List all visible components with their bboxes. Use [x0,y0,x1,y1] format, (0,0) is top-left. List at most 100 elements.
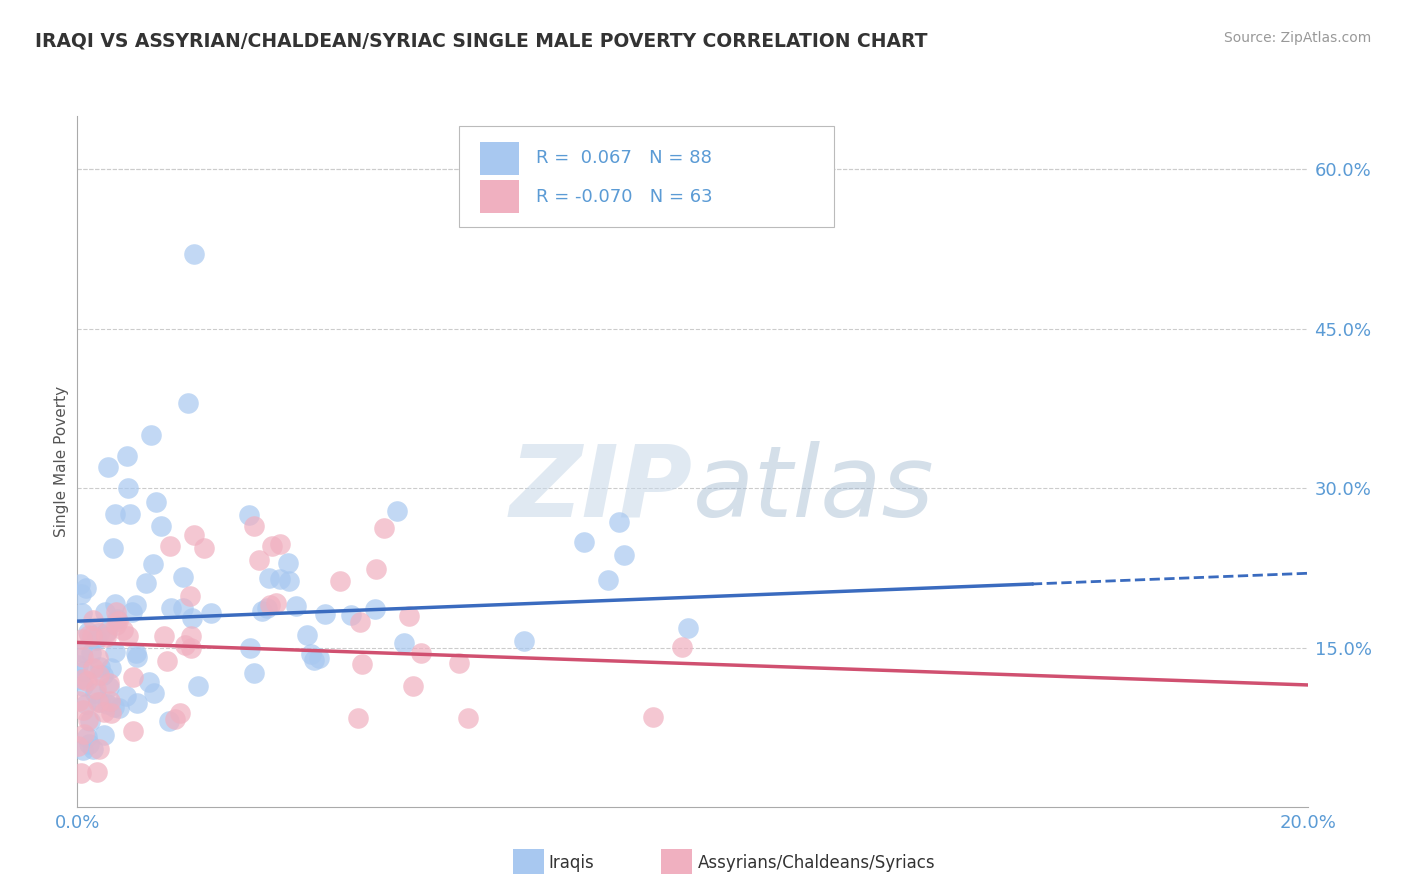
Point [97,459,120,474]
Point [352,657,374,671]
Point [295,628,318,642]
Point [101,541,124,555]
Point [100,661,122,675]
Point [150,519,173,533]
Point [187,679,209,693]
Point [69,577,91,591]
Point [72,679,94,693]
Point [676,621,699,635]
Point [76,624,98,639]
Point [77,628,100,642]
Point [94,605,117,619]
Point [259,598,281,612]
Point [277,574,299,588]
Point [93,728,115,742]
Point [89,660,111,674]
Point [104,597,127,611]
Point [340,607,363,622]
Y-axis label: Single Male Poverty: Single Male Poverty [53,386,69,537]
Point [398,608,420,623]
Point [70,632,93,647]
Point [169,706,191,721]
Point [449,656,471,670]
Point [73,664,96,678]
Point [329,574,352,589]
Text: Assyrians/Chaldeans/Syriacs: Assyrians/Chaldeans/Syriacs [697,854,935,871]
Point [277,557,299,571]
Text: IRAQI VS ASSYRIAN/CHALDEAN/SYRIAC SINGLE MALE POVERTY CORRELATION CHART: IRAQI VS ASSYRIAN/CHALDEAN/SYRIAC SINGLE… [35,31,928,50]
Text: R =  0.067   N = 88: R = 0.067 N = 88 [536,149,711,167]
Point [117,481,139,495]
Point [66,657,89,672]
Point [613,548,636,562]
Point [160,600,183,615]
Point [82,629,104,643]
Point [87,625,110,640]
Point [121,605,143,619]
Point [159,539,181,553]
Point [285,599,308,614]
Point [72,650,94,665]
Text: atlas: atlas [693,441,934,538]
Point [100,706,122,721]
Point [411,646,433,660]
Point [250,604,273,618]
Point [117,629,139,643]
Point [76,674,98,689]
Point [76,713,98,727]
Point [141,428,163,442]
Point [107,614,129,628]
Point [70,606,93,620]
Point [67,672,90,686]
Point [114,690,136,704]
Point [349,615,371,629]
Point [181,611,204,625]
Point [103,700,125,714]
Point [153,629,176,643]
Point [183,247,205,261]
Point [260,539,283,553]
Point [247,553,270,567]
Point [79,646,101,660]
Point [104,507,127,521]
Point [84,631,107,645]
Point [97,676,120,690]
Point [75,581,97,595]
Point [121,670,143,684]
Point [94,626,117,640]
Point [82,742,104,756]
Point [79,714,101,728]
Point [156,654,179,668]
Point [269,572,291,586]
Point [364,602,387,616]
Point [269,537,291,551]
Point [641,710,664,724]
Point [69,766,91,780]
Point [91,668,114,682]
Point [125,650,148,665]
Text: Source: ZipAtlas.com: Source: ZipAtlas.com [1223,31,1371,45]
Point [347,710,370,724]
Point [671,640,693,654]
Point [385,504,408,518]
Bar [479,142,519,175]
Point [121,723,143,738]
Point [364,562,387,576]
Point [87,695,110,709]
Point [243,519,266,533]
Point [75,697,97,711]
Point [183,528,205,542]
Point [142,686,165,700]
Point [142,558,165,572]
Point [105,617,128,632]
Point [402,679,425,693]
Point [87,650,110,665]
Point [193,541,215,555]
Point [120,507,142,521]
Point [98,694,121,708]
Text: Iraqis: Iraqis [548,854,595,871]
Point [135,576,157,591]
Point [609,515,631,529]
Point [302,653,325,667]
Point [96,698,118,712]
